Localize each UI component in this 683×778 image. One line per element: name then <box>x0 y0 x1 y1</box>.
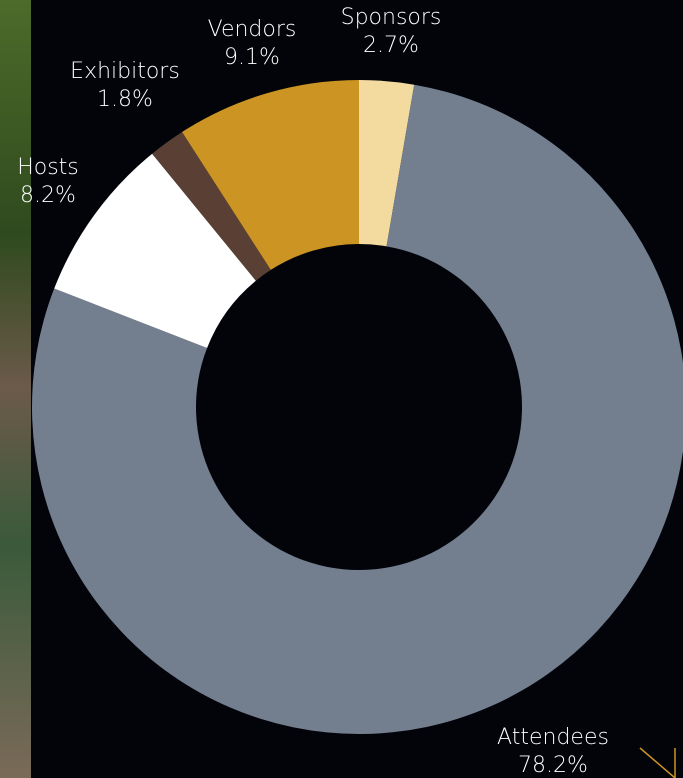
slice <box>152 132 271 281</box>
slice <box>32 84 683 734</box>
photo-strip <box>0 0 31 778</box>
slice-label: Exhibitors <box>70 59 180 84</box>
slice-value: 2.7% <box>363 33 419 58</box>
slice-label: Attendees <box>497 725 609 750</box>
slice-value: 8.2% <box>20 183 76 208</box>
slice-value: 1.8% <box>97 87 153 112</box>
labels: Sponsors 2.7% Attendees 78.2% Hosts 8.2% Exhib… <box>17 5 609 778</box>
decoration <box>639 747 676 778</box>
slice-label: Sponsors <box>341 5 442 30</box>
slice-label: Vendors <box>208 17 297 42</box>
slice-label: Hosts <box>17 155 79 180</box>
slice <box>54 153 256 348</box>
slice-value: 78.2% <box>518 753 588 778</box>
slice <box>359 80 415 247</box>
slice-value: 9.1% <box>224 45 280 70</box>
slice <box>182 80 359 270</box>
donut <box>32 80 683 734</box>
